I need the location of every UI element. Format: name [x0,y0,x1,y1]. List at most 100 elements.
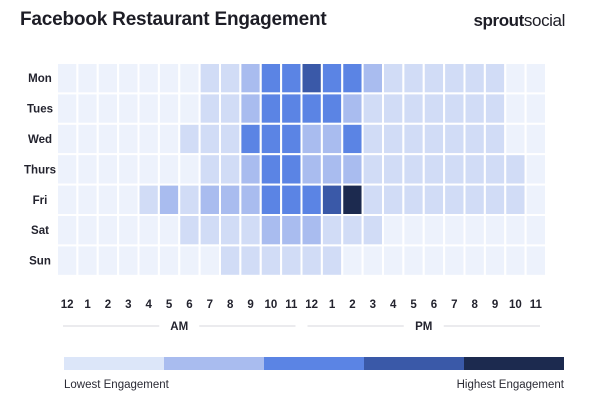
heatmap-cell [504,153,527,186]
heatmap-cell [422,183,446,217]
heatmap-cell [483,183,507,217]
heatmap-cell [382,183,405,217]
hour-tick-label: 12 [305,299,318,311]
heatmap-cell [157,244,181,277]
heatmap-cell [219,62,242,95]
heatmap-cell [137,92,160,125]
hour-tick-label: 10 [509,299,522,311]
legend-swatch [164,357,264,370]
legend-low-label: Lowest Engagement [64,379,169,391]
heatmap-cell [483,214,507,247]
heatmap-cell [137,122,160,156]
heatmap-cell [320,122,344,156]
heatmap-cell [382,214,405,247]
chart-title: Facebook Restaurant Engagement [20,9,327,30]
heatmap-cell [524,214,547,247]
hour-tick-label: 4 [145,299,152,311]
row-label-wed: Wed [28,134,52,146]
heatmap-cell [402,183,425,217]
heatmap-cell [280,244,303,277]
legend-high-label: Highest Engagement [456,379,564,391]
hour-tick-label: 7 [207,299,213,311]
hour-tick-label: 11 [530,299,543,311]
brand-bold: sprout [473,11,524,30]
heatmap-cell [117,122,140,156]
heatmap-cell [361,62,384,95]
hour-tick-label: 5 [410,299,417,311]
heatmap-cell [280,214,303,247]
hour-tick-label: 9 [492,299,498,311]
heatmap-cell [382,92,405,125]
row-label-sun: Sun [29,256,51,268]
heatmap-cell [341,183,364,217]
heatmap-cell [178,92,201,125]
heatmap-cell [300,214,323,247]
heatmap-cell [239,244,262,277]
heatmap-cell [320,183,344,217]
hour-tick-label: 6 [186,299,192,311]
heatmap-cell [504,244,527,277]
heatmap-cell [341,153,364,186]
heatmap-cell [96,62,120,95]
heatmap-cell [280,183,303,217]
heatmap-cell [56,92,79,125]
hour-tick-label: 3 [125,299,131,311]
heatmap-cell [361,122,384,156]
heatmap-cell [463,92,486,125]
heatmap-cell [382,62,405,95]
heatmap-cell [524,62,547,95]
heatmap-cell [137,62,160,95]
heatmap-cell [402,122,425,156]
heatmap-cell [56,62,79,95]
heatmap-cell [259,153,283,186]
heatmap-cell [382,153,405,186]
heatmap-cell [259,62,283,95]
hour-tick-label: 9 [247,299,253,311]
heatmap-cell [56,183,79,217]
heatmap-cell [96,122,120,156]
heatmap-cell [219,244,242,277]
heatmap-cell [504,92,527,125]
heatmap-cell [198,214,221,247]
heatmap-cell [178,244,201,277]
heatmap-cell [524,122,547,156]
heatmap-cell [361,214,384,247]
heatmap-cell [198,183,221,217]
hour-tick-label: 6 [431,299,437,311]
heatmap-cell [300,92,323,125]
heatmap-cell [280,153,303,186]
heatmap-cell [361,244,384,277]
heatmap-cell [198,92,221,125]
heatmap-cell [157,214,181,247]
heatmap-cell [361,183,384,217]
hour-tick-label: 2 [105,299,111,311]
heatmap-cell [402,92,425,125]
hour-tick-label: 11 [285,299,298,311]
heatmap-cell [443,92,466,125]
heatmap-cell [463,183,486,217]
hour-tick-label: 8 [227,299,234,311]
heatmap-cell [341,62,364,95]
heatmap-cell [320,153,344,186]
heatmap-cell [178,122,201,156]
legend-swatch [364,357,464,370]
heatmap-cell [483,244,507,277]
heatmap-cell [239,122,262,156]
heatmap-cell [422,244,446,277]
heatmap-cell [137,183,160,217]
heatmap-cell [524,244,547,277]
heatmap-cell [259,92,283,125]
heatmap-cell [422,122,446,156]
heatmap-cell [259,214,283,247]
heatmap-cell [402,62,425,95]
heatmap-cell [117,62,140,95]
heatmap-cell [96,244,120,277]
brand-light: social [523,11,565,30]
heatmap-cell [402,244,425,277]
heatmap-cell [76,92,99,125]
heatmap-cell [219,183,242,217]
heatmap-cell [117,244,140,277]
heatmap-cell [504,122,527,156]
heatmap-cell [300,62,323,95]
heatmap-cell [117,92,140,125]
